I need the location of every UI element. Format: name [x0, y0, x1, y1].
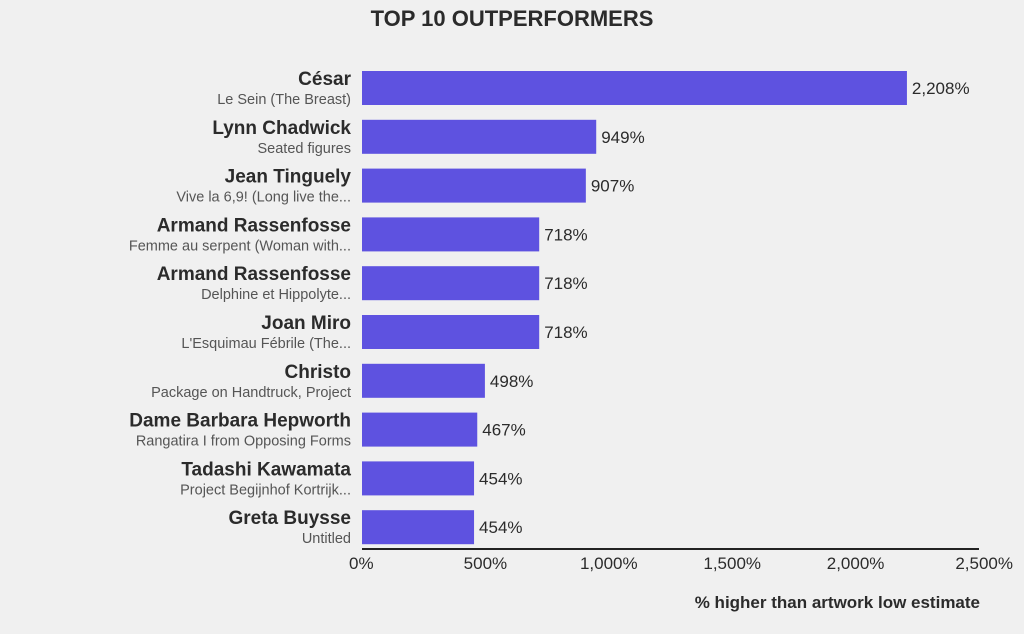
bar-value-label: 467% — [482, 421, 525, 440]
artwork-label: Untitled — [302, 531, 351, 547]
bar-row: Lynn Chadwick Seated figures 949% — [212, 118, 644, 157]
bar — [362, 266, 540, 301]
artwork-label: Project Begijnhof Kortrijk... — [180, 482, 351, 498]
x-axis-ticks: 0% 500% 1,000% 1,500% 2,000% 2,500% — [349, 554, 1013, 573]
artist-label: Lynn Chadwick — [212, 118, 351, 139]
bar — [362, 461, 475, 496]
bar — [362, 168, 586, 203]
artist-label: Greta Buysse — [228, 508, 351, 529]
bars-group: César Le Sein (The Breast) 2,208% Lynn Chad… — [129, 69, 970, 547]
artist-label: César — [298, 69, 351, 90]
x-tick-label: 0% — [349, 554, 374, 573]
bar-value-label: 454% — [479, 469, 522, 488]
x-tick-label: 500% — [464, 554, 507, 573]
artwork-label: Delphine et Hippolyte... — [201, 287, 351, 303]
artwork-label: Vive la 6,9! (Long live the... — [176, 190, 351, 206]
artwork-label: Le Sein (The Breast) — [217, 92, 351, 108]
artist-label: Tadashi Kawamata — [181, 459, 351, 480]
artist-label: Dame Barbara Hepworth — [129, 411, 351, 432]
x-tick-label: 1,000% — [580, 554, 638, 573]
bar — [362, 119, 597, 154]
x-tick-label: 2,500% — [955, 554, 1013, 573]
x-axis-label: % higher than artwork low estimate — [695, 593, 980, 612]
bar-value-label: 454% — [479, 518, 522, 537]
bar-row: Jean Tinguely Vive la 6,9! (Long live the… — [176, 167, 634, 206]
bar-row: Armand Rassenfosse Femme au serpent (Woma… — [129, 215, 588, 254]
bar — [362, 71, 907, 105]
bar-row: César Le Sein (The Breast) 2,208% — [217, 69, 969, 108]
artwork-label: Rangatira I from Opposing Forms — [136, 434, 351, 450]
bar-row: Greta Buysse Untitled 454% — [228, 508, 522, 547]
x-tick-label: 2,000% — [827, 554, 885, 573]
artist-label: Jean Tinguely — [225, 167, 352, 188]
artwork-label: Seated figures — [257, 141, 351, 157]
bar-value-label: 907% — [591, 177, 634, 196]
bar-row: Armand Rassenfosse Delphine et Hippolyte.… — [157, 264, 588, 303]
artwork-label: Package on Handtruck, Project — [151, 385, 351, 401]
bar-value-label: 718% — [544, 225, 587, 244]
artwork-label: Femme au serpent (Woman with... — [129, 238, 351, 254]
bar — [362, 510, 475, 545]
bar-row: Christo Package on Handtruck, Project 498% — [151, 362, 533, 401]
bar-row: Dame Barbara Hepworth Rangatira I from Op… — [129, 411, 525, 450]
bar-value-label: 498% — [490, 372, 533, 391]
bar — [362, 315, 540, 349]
bar-value-label: 718% — [544, 323, 587, 342]
bar-value-label: 2,208% — [912, 79, 970, 98]
artist-label: Joan Miro — [261, 313, 351, 334]
bar-value-label: 949% — [601, 128, 644, 147]
artwork-label: L'Esquimau Fébrile (The... — [181, 336, 351, 352]
bar — [362, 412, 478, 447]
x-tick-label: 1,500% — [703, 554, 761, 573]
bar-value-label: 718% — [544, 274, 587, 293]
artist-label: Armand Rassenfosse — [157, 215, 351, 236]
bar — [362, 363, 485, 398]
chart-title: TOP 10 OUTPERFORMERS — [371, 6, 654, 31]
artist-label: Armand Rassenfosse — [157, 264, 351, 285]
bar-row: Tadashi Kawamata Project Begijnhof Kortri… — [180, 459, 522, 498]
bar-row: Joan Miro L'Esquimau Fébrile (The... 718% — [181, 313, 587, 352]
bar — [362, 217, 540, 252]
artist-label: Christo — [285, 362, 352, 383]
